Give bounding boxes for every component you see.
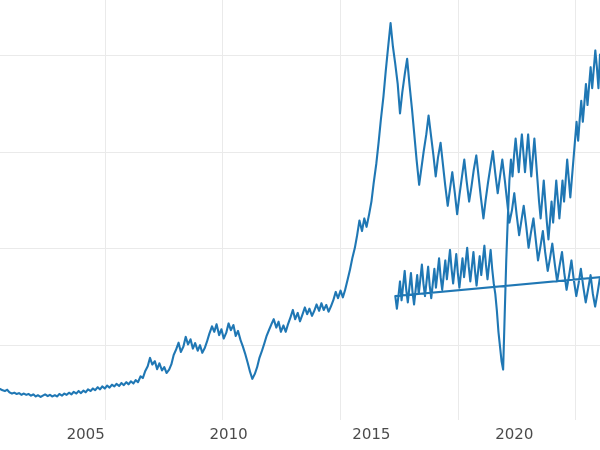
x-tick-label-2015: 2015 (352, 425, 391, 443)
x-tick-label-2020: 2020 (495, 425, 534, 443)
x-tick-label-2005: 2005 (66, 425, 105, 443)
gridlines (0, 0, 600, 420)
x-axis-tick-labels: 2005 2010 2015 2020 (0, 420, 600, 450)
vertical-gridlines (104, 0, 577, 420)
series-layer (0, 22, 600, 398)
plot-area (0, 0, 600, 420)
x-tick-label-2010: 2010 (209, 425, 248, 443)
series-line-value (0, 22, 600, 398)
